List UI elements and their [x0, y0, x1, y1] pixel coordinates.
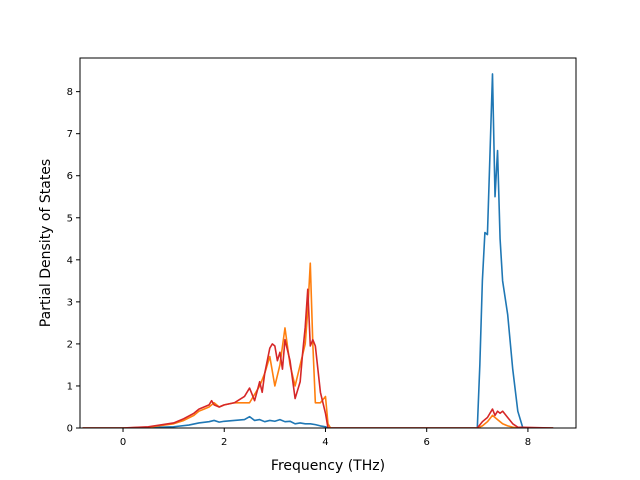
x-tick-label: 2	[221, 437, 227, 448]
y-axis: 0 1 2 3 4 5 6 7 8	[67, 87, 80, 435]
y-tick-label: 3	[67, 297, 73, 308]
y-axis-title: Partial Density of States	[38, 159, 54, 327]
y-tick-label: 0	[67, 424, 73, 435]
x-axis-title: Frequency (THz)	[271, 458, 385, 474]
x-tick-label: 0	[120, 437, 126, 448]
y-tick-label: 5	[67, 213, 73, 224]
x-tick-label: 4	[322, 437, 328, 448]
x-tick-label: 8	[525, 437, 531, 448]
y-tick-label: 4	[67, 255, 73, 266]
series-line-1	[82, 73, 554, 428]
y-tick-label: 8	[67, 87, 73, 98]
x-axis: 0 2 4 6 8	[120, 428, 531, 448]
series-line-3	[82, 288, 554, 428]
plot-frame	[79, 57, 577, 429]
x-tick-label: 6	[424, 437, 430, 448]
y-tick-label: 1	[67, 381, 73, 392]
y-tick-label: 7	[67, 129, 73, 140]
y-tick-label: 2	[67, 339, 73, 350]
y-tick-label: 6	[67, 171, 73, 182]
series-line-2	[82, 262, 554, 428]
series-layer	[82, 73, 554, 428]
